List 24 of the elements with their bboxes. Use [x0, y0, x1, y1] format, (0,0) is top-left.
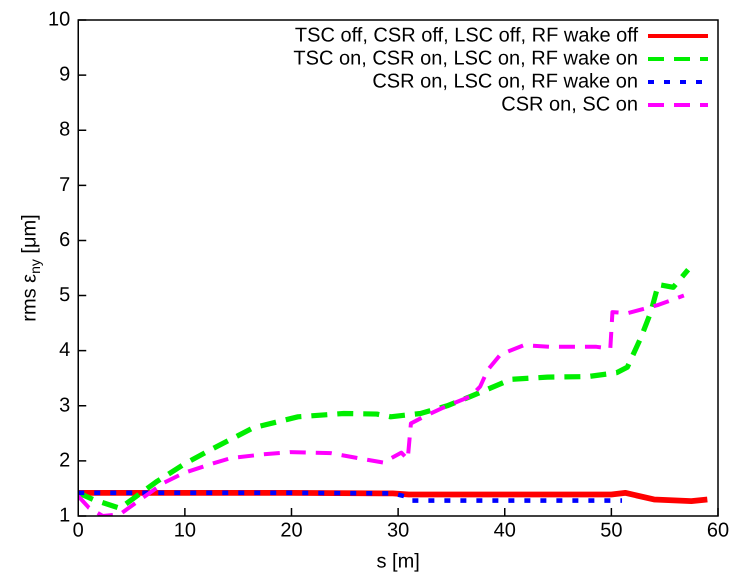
- y-tick-label: 2: [59, 449, 70, 472]
- x-axis-title: s [m]: [376, 550, 420, 573]
- line-series: [78, 490, 624, 503]
- y-tick-label: 8: [59, 118, 70, 141]
- y-tick-label: 5: [59, 284, 70, 306]
- y-tick-label: 6: [59, 228, 70, 251]
- x-tick-label: 40: [494, 520, 516, 542]
- y-tick-label: 9: [59, 64, 70, 86]
- y-tick-label: 7: [59, 174, 70, 196]
- x-tick-label: 10: [174, 520, 196, 542]
- y-tick-label: 3: [59, 394, 70, 416]
- x-tick-label: 0: [72, 520, 84, 542]
- x-tick-label: 50: [600, 520, 622, 542]
- legend-label: TSC on, CSR on, LSC on, RF wake on: [293, 48, 638, 70]
- x-tick-label: 60: [706, 520, 730, 542]
- y-tick-label: 1: [59, 504, 70, 527]
- y-axis-title: rms εny [μm]: [18, 214, 43, 322]
- x-tick-label: 20: [280, 520, 303, 542]
- legend-label: TSC off, CSR off, LSC off, RF wake off: [294, 24, 638, 47]
- legend-label: CSR on, SC on: [501, 94, 638, 116]
- y-tick-label: 4: [59, 339, 70, 362]
- y-tick-label: 10: [48, 8, 70, 31]
- legend-label: CSR on, LSC on, RF wake on: [372, 70, 638, 93]
- x-tick-label: 30: [387, 520, 410, 542]
